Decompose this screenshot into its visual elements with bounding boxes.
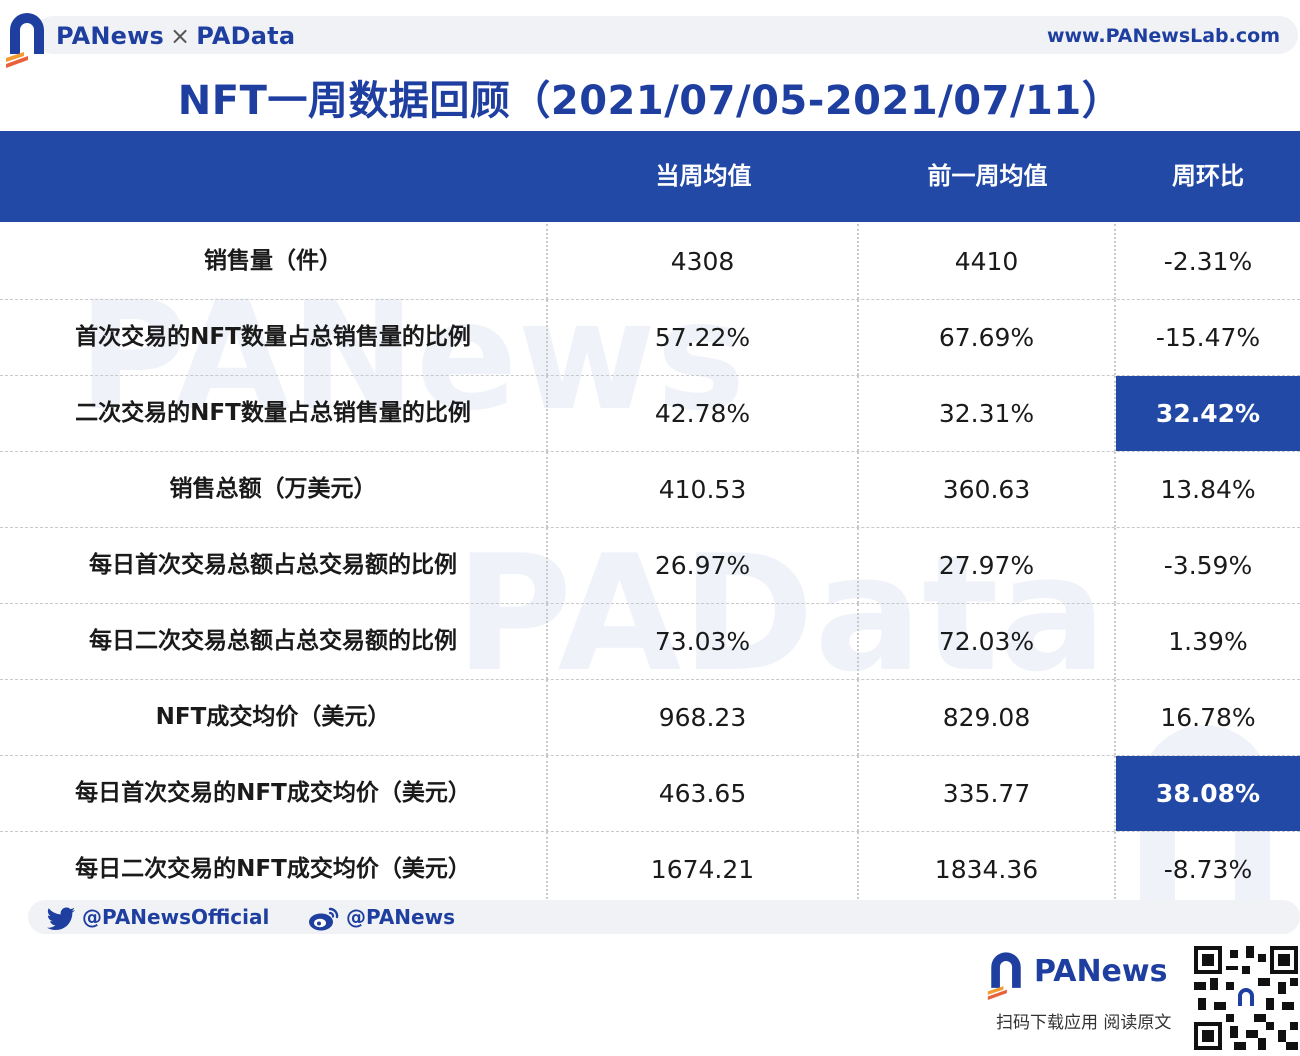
row-current: 73.03% xyxy=(548,604,859,679)
row-current: 463.65 xyxy=(548,756,859,831)
row-label: 每日二次交易总额占总交易额的比例 xyxy=(0,604,548,679)
qr-code-icon[interactable] xyxy=(1194,946,1298,1050)
row-change: -3.59% xyxy=(1163,551,1253,580)
table-row: 首次交易的NFT数量占总销售量的比例 57.22% 67.69% -15.47% xyxy=(0,300,1300,376)
weibo-handle[interactable]: @PANews xyxy=(308,904,455,930)
footer-panews-logo-icon xyxy=(987,952,1021,1000)
weibo-handle-text: @PANews xyxy=(346,905,455,929)
table-row: 销售量（件） 4308 4410 -2.31% xyxy=(0,224,1300,300)
row-previous: 4410 xyxy=(859,224,1116,299)
row-previous: 32.31% xyxy=(859,376,1116,451)
header-pill xyxy=(34,16,1298,54)
row-change-highlight: 32.42% xyxy=(1116,376,1300,451)
table-row: 每日二次交易总额占总交易额的比例 73.03% 72.03% 1.39% xyxy=(0,604,1300,680)
row-change-highlight: 38.08% xyxy=(1116,756,1300,831)
row-change: 1.39% xyxy=(1168,627,1248,656)
row-current: 42.78% xyxy=(548,376,859,451)
twitter-icon xyxy=(46,906,75,930)
page-title: NFT一周数据回顾（2021/07/05-2021/07/11） xyxy=(177,78,1123,124)
header-bar: PANews × PAData www.PANewsLab.com xyxy=(0,12,1300,68)
row-label: 二次交易的NFT数量占总销售量的比例 xyxy=(0,376,548,451)
table-row: 二次交易的NFT数量占总销售量的比例 42.78% 32.31% 32.42% xyxy=(0,376,1300,452)
table-header: 当周均值 前一周均值 周环比 xyxy=(0,131,1300,222)
row-label: NFT成交均价（美元） xyxy=(0,680,548,755)
row-previous: 829.08 xyxy=(859,680,1116,755)
brand-right: PAData xyxy=(196,22,296,50)
row-label: 每日首次交易的NFT成交均价（美元） xyxy=(0,756,548,831)
row-previous: 1834.36 xyxy=(859,832,1116,907)
row-current: 4308 xyxy=(548,224,859,299)
row-previous: 335.77 xyxy=(859,756,1116,831)
table-row: 销售总额（万美元） 410.53 360.63 13.84% xyxy=(0,452,1300,528)
column-header-metric xyxy=(0,131,548,222)
column-header-current: 当周均值 xyxy=(655,162,752,190)
row-change: 16.78% xyxy=(1160,703,1256,732)
row-change: 13.84% xyxy=(1160,475,1256,504)
row-change: -15.47% xyxy=(1155,323,1261,352)
panews-logo-icon xyxy=(6,13,44,68)
row-label: 销售量（件） xyxy=(0,224,548,299)
row-current: 968.23 xyxy=(548,680,859,755)
row-change: -2.31% xyxy=(1163,247,1253,276)
twitter-handle-text: @PANewsOfficial xyxy=(82,905,270,929)
brand-separator: × xyxy=(169,22,191,50)
row-current: 57.22% xyxy=(548,300,859,375)
row-label: 每日首次交易总额占总交易额的比例 xyxy=(0,528,548,603)
row-previous: 27.97% xyxy=(859,528,1116,603)
footer-logo: PANews xyxy=(984,948,1184,1000)
row-current: 1674.21 xyxy=(548,832,859,907)
header-brand: PANews × PAData xyxy=(56,22,295,50)
social-bar: @PANewsOfficial @PANews xyxy=(28,900,1300,934)
twitter-handle[interactable]: @PANewsOfficial xyxy=(46,904,269,930)
column-header-previous: 前一周均值 xyxy=(927,162,1048,190)
row-change: -8.73% xyxy=(1163,855,1253,884)
row-previous: 67.69% xyxy=(859,300,1116,375)
table-row: 每日首次交易总额占总交易额的比例 26.97% 27.97% -3.59% xyxy=(0,528,1300,604)
row-label: 销售总额（万美元） xyxy=(0,452,548,527)
row-label: 首次交易的NFT数量占总销售量的比例 xyxy=(0,300,548,375)
row-label: 每日二次交易的NFT成交均价（美元） xyxy=(0,832,548,907)
column-header-change: 周环比 xyxy=(1172,162,1244,190)
row-previous: 72.03% xyxy=(859,604,1116,679)
footer-subtitle: 扫码下载应用 阅读原文 xyxy=(996,1013,1172,1033)
row-current: 410.53 xyxy=(548,452,859,527)
table-row: 每日首次交易的NFT成交均价（美元） 463.65 335.77 38.08% xyxy=(0,756,1300,832)
site-url-link[interactable]: www.PANewsLab.com xyxy=(1046,25,1280,47)
brand-left: PANews xyxy=(56,22,164,50)
table-row: NFT成交均价（美元） 968.23 829.08 16.78% xyxy=(0,680,1300,756)
weibo-icon xyxy=(309,907,339,930)
row-current: 26.97% xyxy=(548,528,859,603)
table-row: 每日二次交易的NFT成交均价（美元） 1674.21 1834.36 -8.73… xyxy=(0,832,1300,907)
footer-brand: PANews xyxy=(1034,954,1168,989)
row-previous: 360.63 xyxy=(859,452,1116,527)
